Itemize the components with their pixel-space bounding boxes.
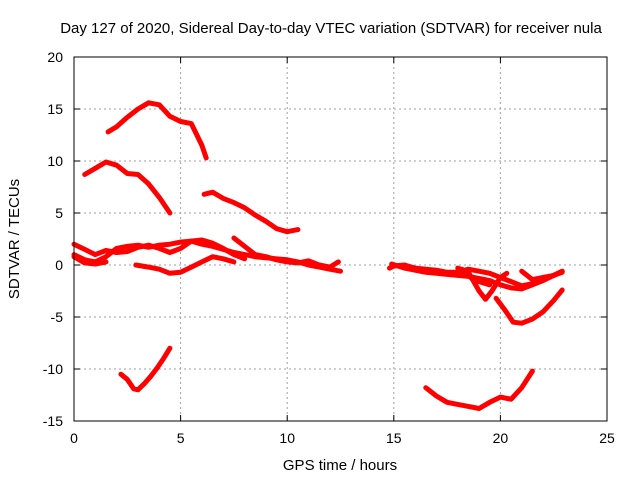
plot-frame xyxy=(73,56,608,422)
axis-ticks: 0 5 10 15 20 25 -15 -10 -5 0 5 10 15 20 xyxy=(43,49,615,446)
grid xyxy=(74,57,607,421)
chart-title: Day 127 of 2020, Sidereal Day-to-day VTE… xyxy=(60,20,602,37)
series-line-s4 xyxy=(71,238,343,274)
series-line-s15 xyxy=(519,268,565,283)
x-tick-label: 20 xyxy=(493,430,509,446)
series-line-s3 xyxy=(201,189,301,235)
series-line-s16 xyxy=(423,368,535,411)
series-line-s13 xyxy=(459,266,493,288)
x-tick-label: 25 xyxy=(599,430,615,446)
x-tick-label: 0 xyxy=(70,430,78,446)
series-line-s6 xyxy=(71,254,109,267)
series-line-s8 xyxy=(231,235,341,270)
y-tick-label: 15 xyxy=(47,101,63,117)
series-line-s1 xyxy=(105,100,209,161)
y-tick-label: 10 xyxy=(47,153,63,169)
series-line-s9 xyxy=(118,345,173,393)
y-axis-title: SDTVAR / TECUs xyxy=(6,179,23,299)
series-line-s14 xyxy=(493,287,565,326)
series-line-s7 xyxy=(133,254,237,276)
y-tick-label: 0 xyxy=(55,257,63,273)
x-axis-title: GPS time / hours xyxy=(283,457,397,474)
x-tick-label: 5 xyxy=(177,430,185,446)
x-tick-label: 10 xyxy=(279,430,295,446)
y-tick-label: -5 xyxy=(51,309,64,325)
series-line-s2 xyxy=(82,159,173,216)
series-layer xyxy=(71,100,565,411)
x-tick-label: 15 xyxy=(386,430,402,446)
series-line-s11 xyxy=(389,261,565,292)
y-tick-label: 5 xyxy=(55,205,63,221)
series-line-s5 xyxy=(71,237,248,265)
y-tick-label: -10 xyxy=(43,361,63,377)
y-tick-label: 20 xyxy=(47,49,63,65)
y-tick-label: -15 xyxy=(43,413,63,429)
